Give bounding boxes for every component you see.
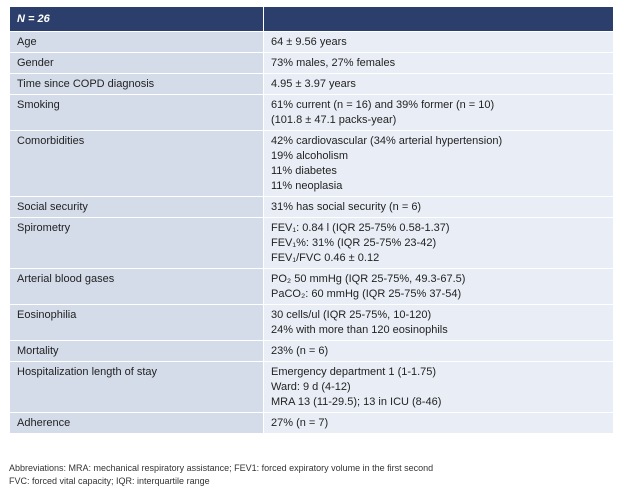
table-header-row: N = 26 xyxy=(9,6,614,32)
row-value-line: (101.8 ± 47.1 packs-year) xyxy=(271,114,397,126)
table-row: Spirometry FEV₁: 0.84 l (IQR 25-75% 0.58-… xyxy=(9,217,614,269)
row-label: Mortality xyxy=(9,340,264,362)
row-value: 64 ± 9.56 years xyxy=(263,31,614,53)
row-value-line: PaCO₂: 60 mmHg (IQR 25-75% 37-54) xyxy=(271,288,462,300)
row-value-line: 19% alcoholism xyxy=(271,150,349,162)
row-value-line: 23% (n = 6) xyxy=(271,345,329,357)
row-label: Adherence xyxy=(9,412,264,434)
row-value-line: 64 ± 9.56 years xyxy=(271,36,347,48)
row-value: 61% current (n = 16) and 39% former (n =… xyxy=(263,94,614,131)
row-value: FEV₁: 0.84 l (IQR 25-75% 0.58-1.37) FEV₁%… xyxy=(263,217,614,269)
row-value-line: 11% neoplasia xyxy=(271,180,343,192)
row-label: Time since COPD diagnosis xyxy=(9,73,264,95)
row-label: Hospitalization length of stay xyxy=(9,361,264,413)
row-value-line: FEV₁%: 31% (IQR 25-75% 23-42) xyxy=(271,237,437,249)
table-row: Eosinophilia 30 cells/ul (IQR 25-75%, 10-… xyxy=(9,304,614,341)
row-label: Arterial blood gases xyxy=(9,268,264,305)
table-row: Social security 31% has social security (… xyxy=(9,196,614,218)
row-value-line: Emergency department 1 (1-1.75) xyxy=(271,366,437,378)
cohort-characteristics-table: N = 26 Age 64 ± 9.56 years Gender 73% males… xyxy=(9,6,614,434)
row-value-line: FEV₁/FVC 0.46 ± 0.12 xyxy=(271,252,380,264)
table-row: Arterial blood gases PO₂ 50 mmHg (IQR 25-… xyxy=(9,268,614,305)
row-value-line: 11% diabetes xyxy=(271,165,337,177)
row-value-line: 42% cardiovascular (34% arterial hyperte… xyxy=(271,135,503,147)
row-value: 42% cardiovascular (34% arterial hyperte… xyxy=(263,130,614,197)
row-value: 23% (n = 6) xyxy=(263,340,614,362)
row-label: Comorbidities xyxy=(9,130,264,197)
row-label: Spirometry xyxy=(9,217,264,269)
row-value: 31% has social security (n = 6) xyxy=(263,196,614,218)
row-value-line: FEV₁: 0.84 l (IQR 25-75% 0.58-1.37) xyxy=(271,222,450,234)
row-label: Smoking xyxy=(9,94,264,131)
row-value-line: MRA 13 (11-29.5); 13 in ICU (8-46) xyxy=(271,396,442,408)
table-row: Comorbidities 42% cardiovascular (34% art… xyxy=(9,130,614,197)
row-label: Social security xyxy=(9,196,264,218)
table-row: Age 64 ± 9.56 years xyxy=(9,31,614,53)
row-value: 27% (n = 7) xyxy=(263,412,614,434)
cohort-table-container: N = 26 Age 64 ± 9.56 years Gender 73% males… xyxy=(9,6,614,434)
table-row: Gender 73% males, 27% females xyxy=(9,52,614,74)
row-value-line: PO₂ 50 mmHg (IQR 25-75%, 49.3-67.5) xyxy=(271,273,466,285)
row-value-line: 73% males, 27% females xyxy=(271,57,396,69)
table-row: Adherence 27% (n = 7) xyxy=(9,412,614,434)
row-value-line: 31% has social security (n = 6) xyxy=(271,201,422,213)
row-value-line: 61% current (n = 16) and 39% former (n =… xyxy=(271,99,495,111)
footnote-line: FVC: forced vital capacity; IQR: interqu… xyxy=(9,476,210,486)
row-value: 4.95 ± 3.97 years xyxy=(263,73,614,95)
table-footnote: Abbreviations: MRA: mechanical respirato… xyxy=(9,462,619,488)
row-value: Emergency department 1 (1-1.75) Ward: 9 d… xyxy=(263,361,614,413)
footnote-line: Abbreviations: MRA: mechanical respirato… xyxy=(9,463,434,473)
row-label: Gender xyxy=(9,52,264,74)
header-values xyxy=(263,6,614,32)
row-value-line: 30 cells/ul (IQR 25-75%, 10-120) xyxy=(271,309,432,321)
row-value: 30 cells/ul (IQR 25-75%, 10-120) 24% with… xyxy=(263,304,614,341)
header-sample-size: N = 26 xyxy=(9,6,264,32)
table-row: Mortality 23% (n = 6) xyxy=(9,340,614,362)
row-value-line: Ward: 9 d (4-12) xyxy=(271,381,351,393)
row-label: Eosinophilia xyxy=(9,304,264,341)
row-value-line: 27% (n = 7) xyxy=(271,417,329,429)
table-row: Smoking 61% current (n = 16) and 39% form… xyxy=(9,94,614,131)
row-value-line: 4.95 ± 3.97 years xyxy=(271,78,356,90)
row-value: PO₂ 50 mmHg (IQR 25-75%, 49.3-67.5) PaCO₂… xyxy=(263,268,614,305)
row-value-line: 24% with more than 120 eosinophils xyxy=(271,324,448,336)
table-row: Hospitalization length of stay Emergency … xyxy=(9,361,614,413)
row-value: 73% males, 27% females xyxy=(263,52,614,74)
table-row: Time since COPD diagnosis 4.95 ± 3.97 yea… xyxy=(9,73,614,95)
row-label: Age xyxy=(9,31,264,53)
table-body: Age 64 ± 9.56 years Gender 73% males, 27% f… xyxy=(9,31,614,434)
